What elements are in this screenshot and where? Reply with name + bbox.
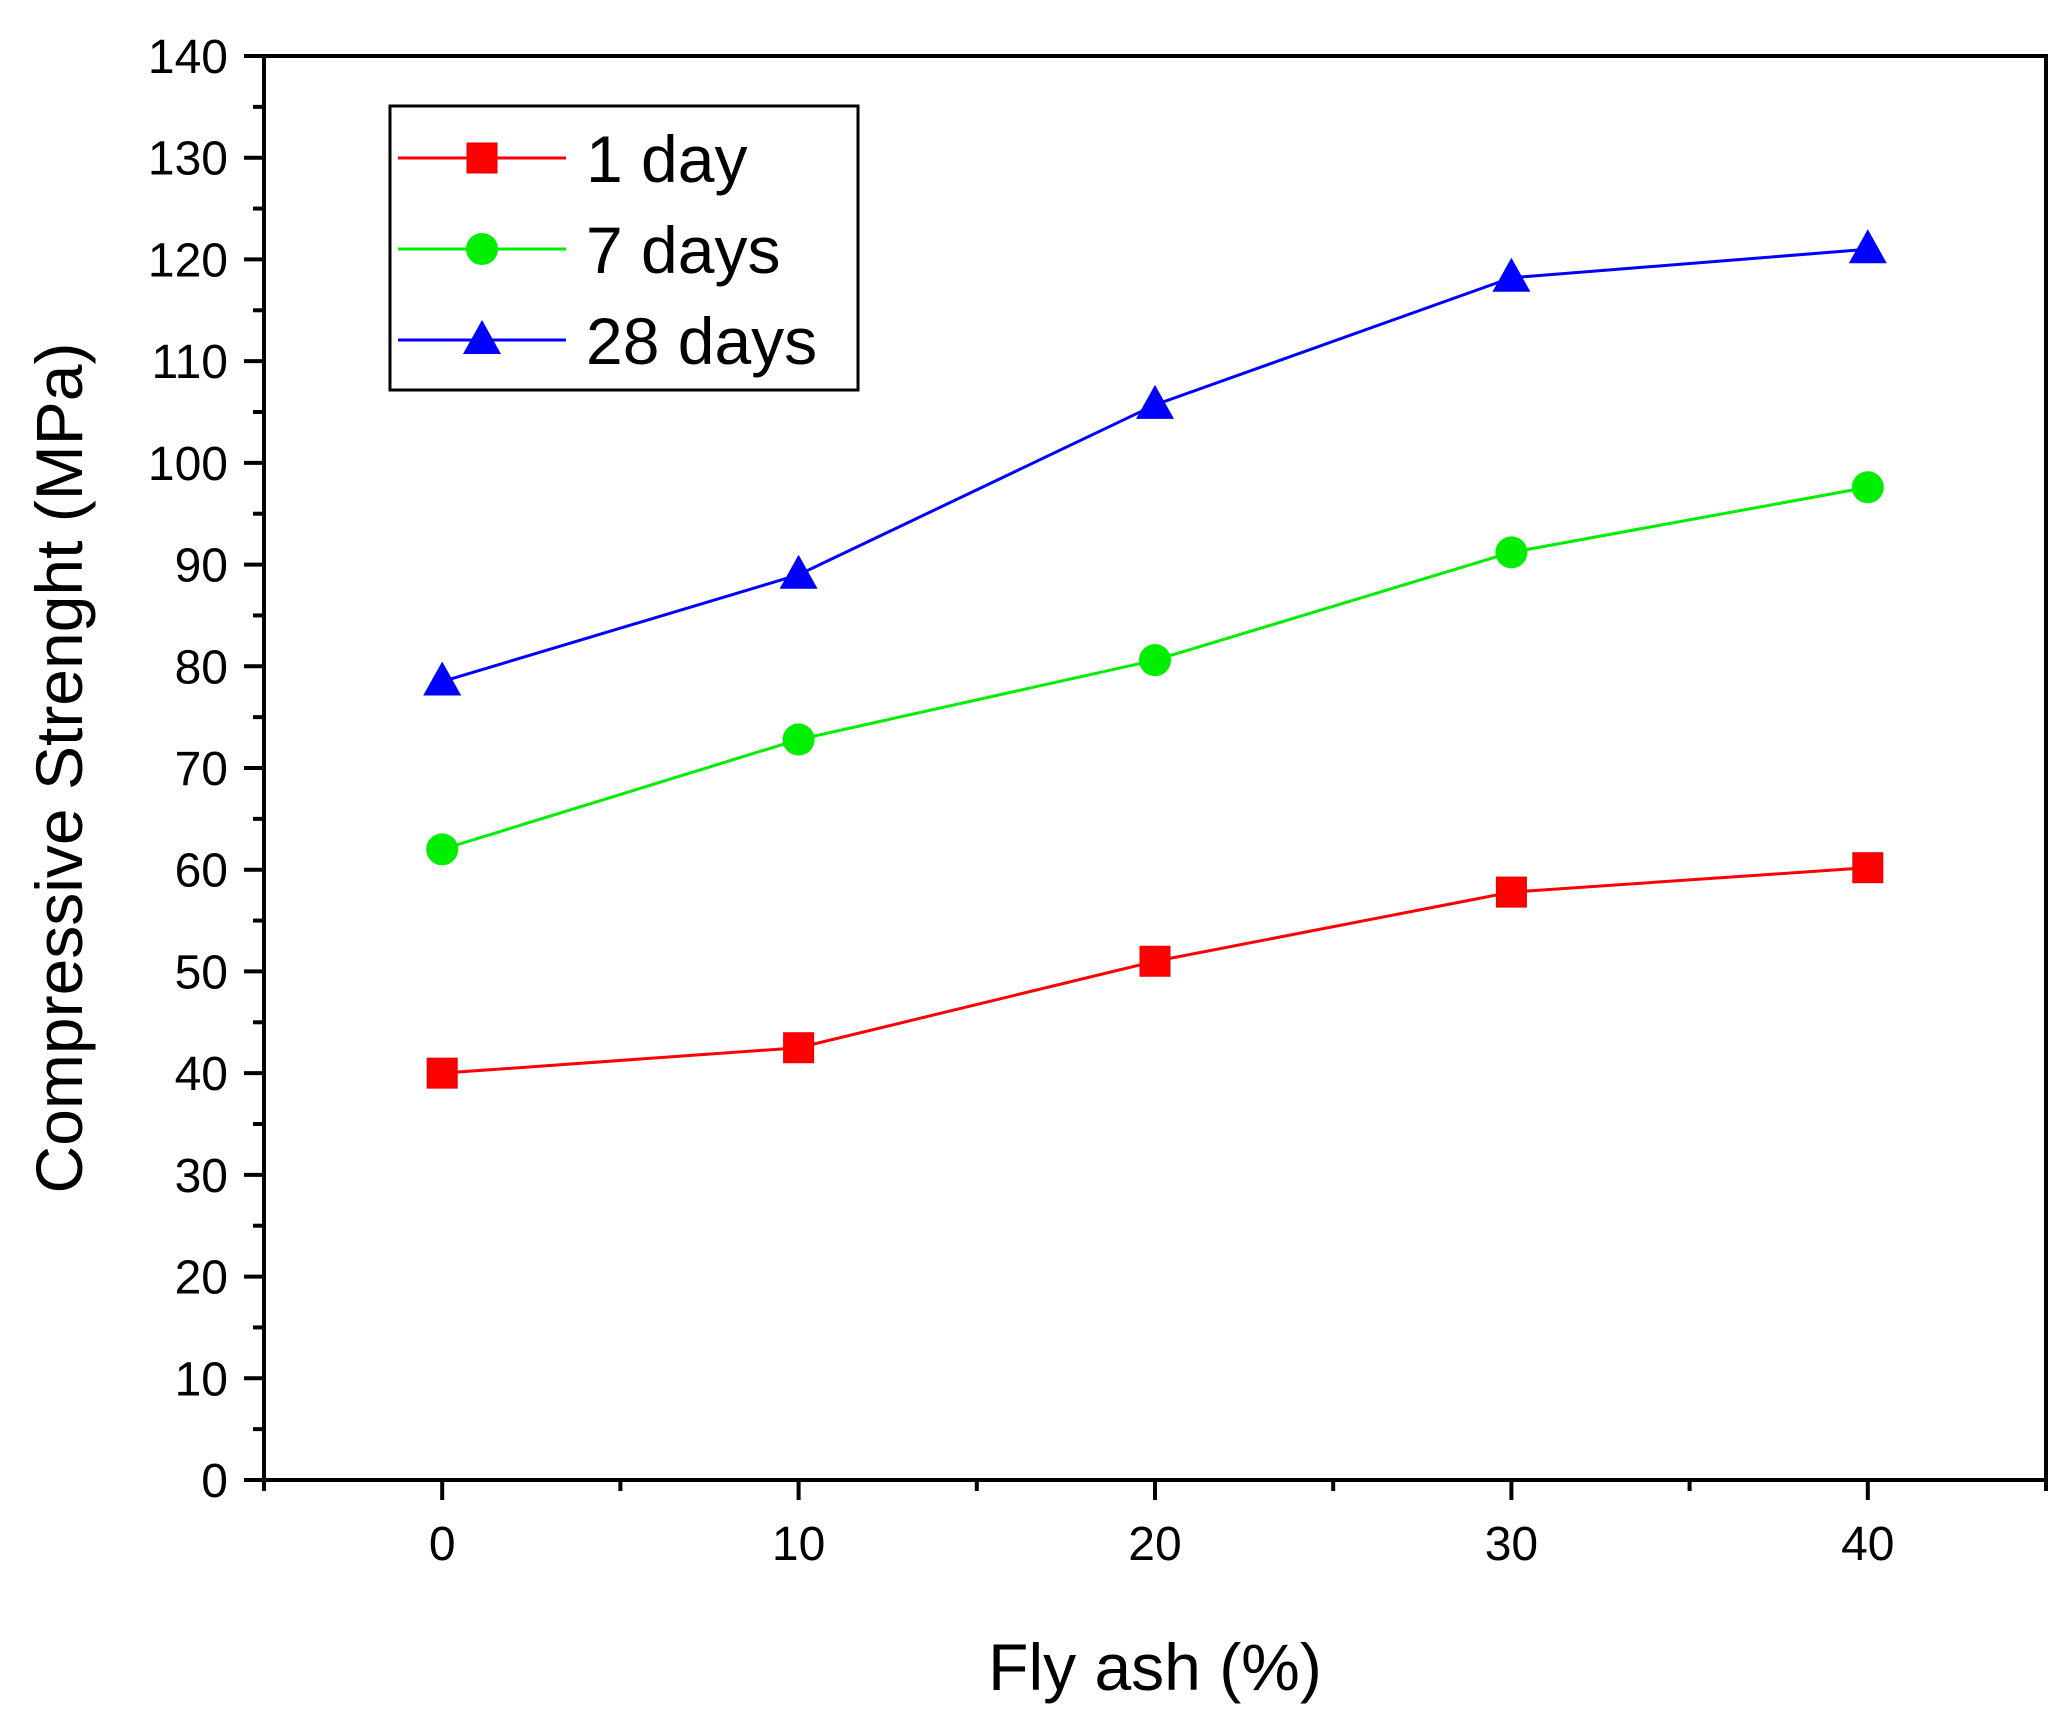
y-axis-title: Compressive Strenght (MPa) xyxy=(22,343,96,1194)
series-layer xyxy=(423,229,1887,1089)
legend-label: 1 day xyxy=(586,122,747,196)
data-point xyxy=(1139,945,1171,977)
legend: 1 day 7 days 28 days xyxy=(388,104,860,392)
legend-marker xyxy=(463,320,501,354)
y-tick-label: 40 xyxy=(175,1048,228,1101)
y-tick-label: 120 xyxy=(148,234,228,287)
axes: 0 10 20 30 40 50 60 70 80 90 100 110 120 130 140 0 10 20 3… xyxy=(148,31,2048,1571)
legend-item: 28 days xyxy=(398,304,817,378)
y-tick-label: 70 xyxy=(175,743,228,796)
y-tick-label: 20 xyxy=(175,1252,228,1305)
data-point xyxy=(426,833,459,866)
y-tick-label: 10 xyxy=(175,1353,228,1406)
data-point xyxy=(782,723,815,756)
series-1-day xyxy=(426,852,1884,1089)
x-tick-label: 30 xyxy=(1485,1518,1538,1571)
x-tick-label: 0 xyxy=(429,1518,456,1571)
legend-items: 1 day 7 days 28 days xyxy=(398,122,817,378)
y-tick-label: 30 xyxy=(175,1150,228,1203)
y-tick-label: 130 xyxy=(148,133,228,186)
x-tick-label: 10 xyxy=(772,1518,825,1571)
x-tick-label: 40 xyxy=(1841,1518,1894,1571)
data-point xyxy=(1852,852,1884,884)
y-tick-label: 100 xyxy=(148,438,228,491)
legend-label: 28 days xyxy=(586,304,817,378)
y-tick-label: 90 xyxy=(175,540,228,593)
legend-item: 7 days xyxy=(398,213,780,287)
data-point xyxy=(1851,471,1884,504)
y-tick-label: 80 xyxy=(175,641,228,694)
data-point xyxy=(1848,229,1887,264)
data-point xyxy=(1495,536,1528,569)
legend-marker xyxy=(466,142,498,174)
data-point xyxy=(779,554,818,589)
data-point xyxy=(1136,384,1174,419)
data-point xyxy=(426,1057,458,1089)
data-point xyxy=(1139,644,1171,677)
x-axis-title: Fly ash (%) xyxy=(988,1630,1322,1704)
legend-label: 7 days xyxy=(586,213,780,287)
series-7-days xyxy=(426,471,1884,866)
series-28-days xyxy=(423,229,1887,696)
x-tick-label: 20 xyxy=(1128,1518,1181,1571)
data-point xyxy=(1492,257,1531,292)
legend-marker xyxy=(466,233,498,265)
legend-item: 1 day xyxy=(398,122,747,196)
y-tick-label: 50 xyxy=(175,946,228,999)
data-point xyxy=(1495,876,1527,908)
y-tick-label: 0 xyxy=(201,1455,228,1508)
data-point xyxy=(423,661,462,696)
data-point xyxy=(783,1032,815,1064)
y-tick-label: 60 xyxy=(175,845,228,898)
y-tick-label: 110 xyxy=(151,336,228,389)
y-tick-label: 140 xyxy=(148,31,228,84)
